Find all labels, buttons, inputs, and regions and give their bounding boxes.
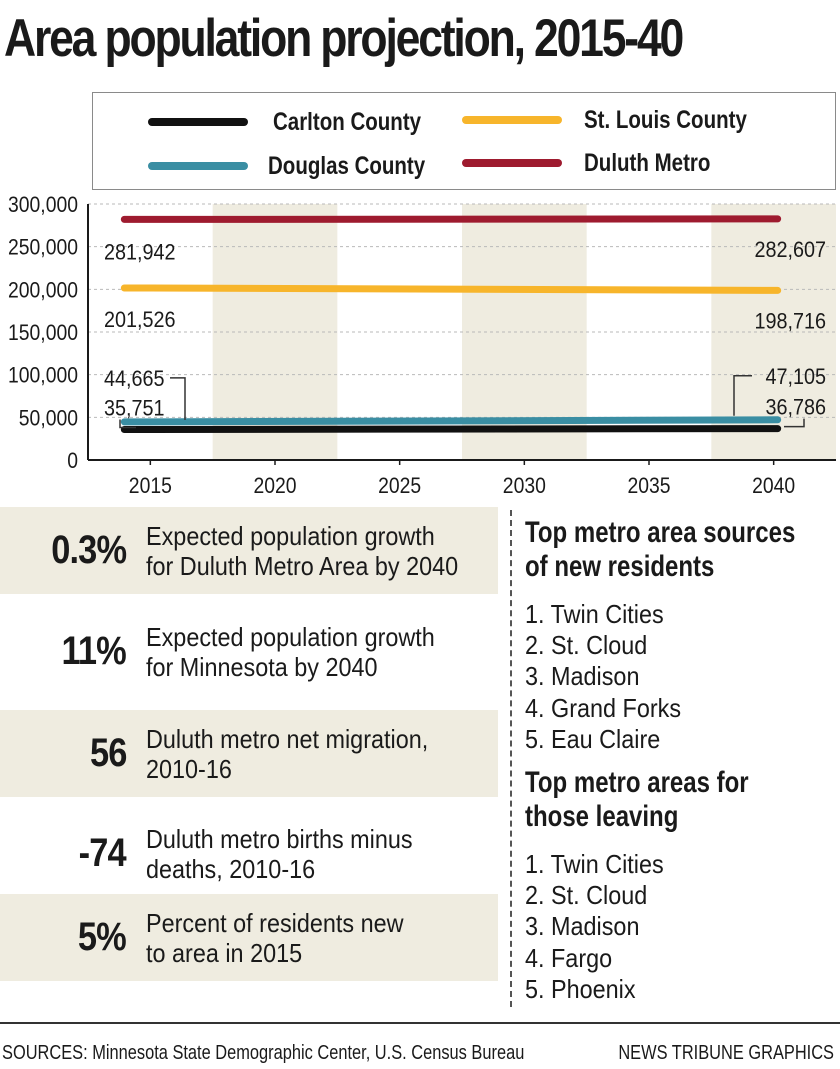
- stat-desc-line: Duluth metro births minus: [146, 824, 413, 854]
- heading-line: of new residents: [525, 550, 715, 583]
- stat-metro-growth: 0.3% Expected population growth for Dulu…: [0, 507, 498, 594]
- data-label: 47,105: [765, 365, 826, 389]
- heading-line: those leaving: [525, 800, 679, 833]
- stat-description: Expected population growth for Minnesota…: [146, 622, 457, 682]
- stat-desc-line: deaths, 2010-16: [146, 854, 316, 884]
- stat-value: 5%: [78, 915, 127, 959]
- stat-desc-line: Expected population growth: [146, 622, 435, 652]
- leader-line: [170, 377, 186, 420]
- stat-description: Expected population growth for Duluth Me…: [146, 521, 459, 581]
- stat-value: 11%: [61, 629, 127, 673]
- sources-list-item: 1. Twin Cities: [525, 599, 664, 629]
- x-tick-label: 2025: [378, 474, 421, 498]
- graphics-credit: NEWS TRIBUNE GRAPHICS: [618, 1042, 834, 1064]
- stat-minnesota-growth: 11% Expected population growth for Minne…: [0, 608, 498, 695]
- leader-line: [733, 375, 752, 416]
- y-tick-label: 250,000: [8, 236, 78, 260]
- footer-rule: [0, 1022, 840, 1024]
- stat-value: 0.3%: [51, 528, 127, 572]
- stat-desc-line: for Duluth Metro Area by 2040: [146, 551, 459, 581]
- sources-list-item: 5. Eau Claire: [525, 724, 661, 754]
- data-label: 44,665: [104, 367, 165, 391]
- legend-label-duluth-metro: Duluth Metro: [584, 149, 711, 177]
- leaving-list-item: 4. Fargo: [525, 943, 613, 973]
- data-label: 35,751: [104, 397, 165, 421]
- series-line-douglas-county: [120, 416, 782, 426]
- stat-desc-line: Expected population growth: [146, 521, 435, 551]
- population-line-chart: 0 50,000 100,000 150,000 200,000 250,000 300,0…: [8, 193, 836, 498]
- leader-line: [119, 419, 136, 429]
- y-tick-label: 100,000: [8, 364, 78, 388]
- x-tick-label: 2015: [129, 474, 172, 498]
- legend-label-carlton: Carlton County: [273, 108, 422, 136]
- page-title: Area population projection, 2015-40: [4, 9, 684, 68]
- y-tick-label: 0: [67, 449, 78, 473]
- leaving-list-heading: Top metro areas for those leaving: [525, 766, 837, 834]
- sources-list-item: 2. St. Cloud: [525, 630, 648, 660]
- legend-swatch-douglas: [148, 162, 248, 170]
- x-tick-label: 2040: [752, 474, 795, 498]
- legend-swatch-carlton: [148, 118, 248, 126]
- stat-description: Duluth metro births minus deaths, 2010-1…: [146, 824, 457, 884]
- series-line-st-louis-county: [120, 284, 782, 294]
- stat-desc-line: Percent of residents new: [146, 908, 404, 938]
- y-tick-label: 50,000: [19, 406, 78, 430]
- legend-label-douglas: Douglas County: [268, 152, 426, 180]
- series-line-carlton-county: [120, 425, 782, 433]
- column-divider: [510, 510, 512, 1007]
- leaving-list-item: 1. Twin Cities: [525, 849, 664, 879]
- stat-desc-line: to area in 2015: [146, 938, 303, 968]
- stat-value: -74: [78, 831, 127, 875]
- leaving-list-item: 2. St. Cloud: [525, 880, 648, 910]
- y-tick-label: 200,000: [8, 278, 78, 302]
- stat-desc-line: 2010-16: [146, 754, 232, 784]
- sources-list-heading: Top metro area sources of new residents: [525, 516, 837, 584]
- stat-desc-line: for Minnesota by 2040: [146, 652, 378, 682]
- x-tick-label: 2020: [253, 474, 296, 498]
- data-label: 281,942: [104, 240, 176, 264]
- data-label: 282,607: [754, 238, 826, 262]
- heading-line: Top metro area sources: [525, 516, 796, 549]
- heading-line: Top metro areas for: [525, 766, 749, 799]
- stat-description: Duluth metro net migration, 2010-16: [146, 724, 457, 784]
- stat-new-residents: 5% Percent of residents new to area in 2…: [0, 894, 498, 981]
- sources-list-item: 3. Madison: [525, 661, 640, 691]
- x-tick-label: 2035: [627, 474, 670, 498]
- y-tick-label: 300,000: [8, 193, 78, 217]
- stat-description: Percent of residents new to area in 2015: [146, 908, 457, 968]
- y-tick-label: 150,000: [8, 321, 78, 345]
- data-label: 36,786: [765, 396, 826, 420]
- metro-lists-panel: Top metro area sources of new residents …: [525, 512, 840, 1012]
- leaving-list-item: 5. Phoenix: [525, 974, 636, 1004]
- sources-credit: SOURCES: Minnesota State Demographic Cen…: [2, 1042, 525, 1064]
- stat-value: 56: [89, 731, 126, 775]
- legend-swatch-st-louis: [462, 116, 562, 124]
- stat-net-migration: 56 Duluth metro net migration, 2010-16: [0, 710, 498, 797]
- key-stats-panel: 0.3% Expected population growth for Dulu…: [0, 507, 500, 987]
- legend-swatch-duluth-metro: [462, 159, 562, 167]
- chart-legend: Carlton County St. Louis County Douglas …: [92, 92, 836, 190]
- stat-births-minus-deaths: -74 Duluth metro births minus deaths, 20…: [0, 810, 498, 897]
- data-label: 198,716: [754, 310, 826, 334]
- stat-desc-line: Duluth metro net migration,: [146, 724, 429, 754]
- legend-label-st-louis: St. Louis County: [584, 106, 747, 134]
- data-label: 201,526: [104, 308, 176, 332]
- sources-list-item: 4. Grand Forks: [525, 693, 682, 723]
- series-line-duluth-metro: [120, 215, 782, 223]
- leader-line: [784, 418, 805, 428]
- leaving-list-item: 3. Madison: [525, 911, 640, 941]
- x-tick-label: 2030: [503, 474, 546, 498]
